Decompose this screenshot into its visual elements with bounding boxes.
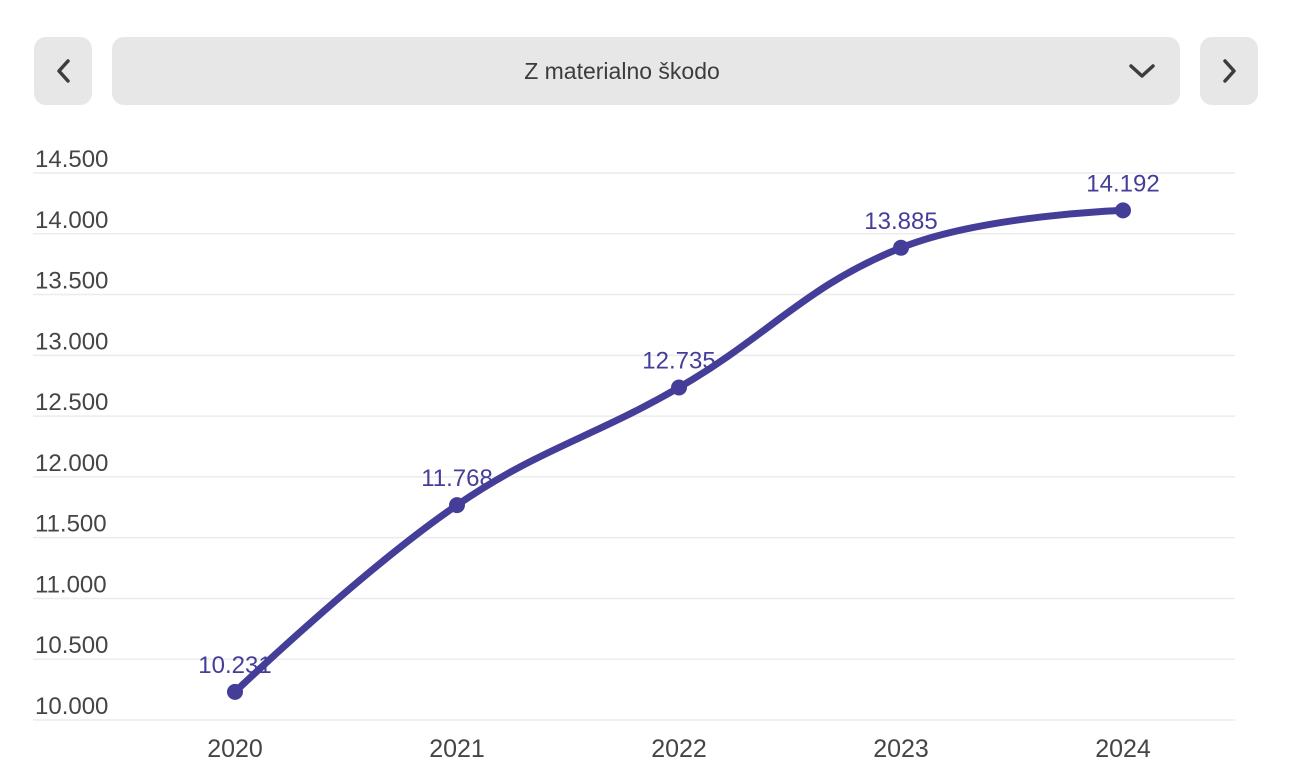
y-tick-label: 11.000 — [35, 571, 107, 598]
x-tick-label: 2022 — [651, 735, 707, 763]
y-tick-label: 14.000 — [35, 207, 108, 234]
prev-dataset-button[interactable] — [34, 37, 92, 105]
next-dataset-button[interactable] — [1200, 37, 1258, 105]
x-tick-label: 2021 — [429, 735, 485, 763]
dataset-select[interactable]: Z materialno škodo — [112, 37, 1180, 105]
y-tick-label: 13.000 — [35, 328, 108, 355]
y-tick-label: 12.500 — [35, 389, 108, 416]
data-point[interactable] — [227, 683, 243, 700]
chevron-right-icon — [1222, 58, 1237, 84]
y-tick-label: 12.000 — [35, 450, 108, 477]
chevron-left-icon — [56, 58, 71, 84]
x-tick-label: 2024 — [1095, 735, 1151, 763]
data-label: 13.885 — [864, 208, 937, 235]
y-tick-label: 13.500 — [35, 268, 108, 295]
line-series — [231, 206, 1127, 696]
x-tick-label: 2020 — [207, 735, 263, 763]
data-point[interactable] — [893, 239, 909, 256]
y-tick-label: 14.500 — [35, 146, 108, 173]
y-tick-label: 10.500 — [35, 632, 108, 659]
data-label: 14.192 — [1086, 170, 1159, 197]
chevron-down-icon — [1128, 63, 1156, 79]
data-point[interactable] — [449, 497, 465, 514]
x-tick-label: 2023 — [873, 735, 929, 763]
data-point[interactable] — [671, 379, 687, 396]
data-point[interactable] — [1115, 202, 1131, 219]
y-tick-label: 11.500 — [35, 511, 107, 538]
dataset-select-value: Z materialno škodo — [524, 57, 720, 84]
y-tick-label: 10.000 — [35, 693, 108, 720]
